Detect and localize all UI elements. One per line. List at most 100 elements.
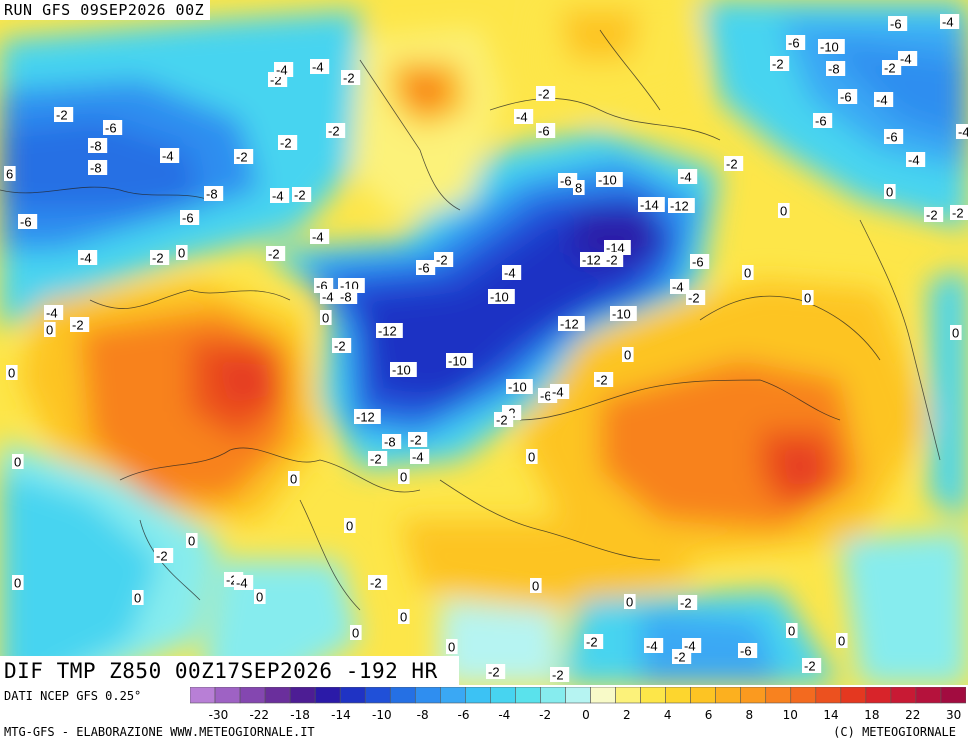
contour-label-bg: [234, 575, 254, 590]
contour-label: -6: [886, 130, 898, 145]
legend-swatch: [314, 687, 341, 704]
contour-label-bg: [678, 169, 698, 184]
contour-label: 0: [448, 640, 455, 655]
footer: DATI NCEP GFS 0.25° -30 -22 -18 -14 -10 -8 -6-…: [0, 685, 968, 745]
contour-label-bg: [742, 265, 754, 280]
legend-swatch: [515, 687, 541, 704]
contour-label-bg: [338, 289, 358, 304]
map-title: DIF TMP Z850 00Z17SEP2026 -192 HR: [0, 656, 459, 686]
contour-label: -2: [72, 318, 84, 333]
contour-label-bg: [12, 575, 24, 590]
contour-label: 0: [14, 455, 21, 470]
contour-label-bg: [88, 160, 108, 175]
contour-label-bg: [310, 59, 330, 74]
contour-label: 0: [400, 470, 407, 485]
legend-swatch: [364, 687, 391, 704]
legend-tick-label: -4: [498, 708, 510, 722]
contour-label: -4: [672, 280, 684, 295]
contour-label: -6: [740, 644, 752, 659]
contour-label: 0: [14, 576, 21, 591]
contour-label-bg: [502, 265, 522, 280]
contour-label-bg: [882, 60, 902, 75]
contour-label: -10: [448, 354, 467, 369]
contour-label: -4: [276, 63, 288, 78]
contour-label: -2: [538, 87, 550, 102]
contour-label: -6: [20, 215, 32, 230]
legend-tick-label: -30: [209, 708, 229, 722]
contour-label: -6: [182, 211, 194, 226]
contour-label: -14: [640, 198, 659, 213]
legend-swatch: [214, 687, 241, 704]
contour-label-bg: [6, 365, 18, 380]
contour-label-bg: [888, 16, 908, 31]
legend-swatch: [715, 687, 742, 704]
legend-tick-label: 4: [664, 708, 672, 722]
contour-label: -6: [316, 279, 328, 294]
contour-label-bg: [486, 664, 506, 679]
contour-label: -2: [488, 665, 500, 680]
contour-label-bg: [103, 120, 123, 135]
legend-tick-label: 14: [823, 708, 838, 722]
contour-label-bg: [382, 434, 402, 449]
contour-label: 0: [744, 266, 751, 281]
legend-swatch: [740, 687, 767, 704]
contour-label-bg: [558, 316, 585, 331]
contour-label-bg: [950, 205, 968, 220]
contour-label: 0: [624, 348, 631, 363]
contour-label: -2: [410, 433, 422, 448]
contour-label: -4: [80, 251, 92, 266]
contour-label: -4: [236, 576, 248, 591]
contour-label-bg: [818, 39, 845, 54]
contour-label: -4: [552, 385, 564, 400]
contour-label-bg: [526, 449, 538, 464]
contour-label: 0: [532, 579, 539, 594]
contour-label: -4: [322, 290, 334, 305]
legend-tick-label: 18: [864, 708, 879, 722]
contour-label-bg: [644, 638, 664, 653]
contour-label: -2: [952, 206, 964, 221]
legend-swatch: [440, 687, 466, 704]
contour-label: -2: [268, 247, 280, 262]
contour-label: -2: [156, 549, 168, 564]
contour-label-bg: [596, 172, 623, 187]
contour-label: -8: [206, 187, 218, 202]
contour-label: -2: [496, 413, 508, 428]
legend-tick-label: -10: [372, 708, 392, 722]
contour-label-bg: [558, 173, 578, 188]
contour-label: 0: [838, 634, 845, 649]
contour-label-bg: [54, 107, 74, 122]
contour-label: 0: [8, 366, 15, 381]
legend-swatch: [565, 687, 591, 704]
legend-swatch: [790, 687, 817, 704]
contour-label: 0: [886, 185, 893, 200]
contour-label-bg: [594, 372, 614, 387]
contour-label: -2: [270, 73, 282, 88]
contour-label: 8: [575, 181, 582, 196]
contour-label: -2: [688, 291, 700, 306]
contour-label-bg: [278, 135, 298, 150]
run-label: RUN GFS 09SEP2026 00Z: [0, 0, 211, 20]
contour-label: -14: [606, 241, 625, 256]
contour-label: -2: [680, 596, 692, 611]
contour-label: -8: [828, 62, 840, 77]
contour-label: -6: [815, 114, 827, 129]
contour-label: 6: [6, 167, 13, 182]
contour-label-bg: [488, 289, 515, 304]
contour-label-bg: [354, 409, 381, 424]
contour-label-bg: [44, 305, 64, 320]
contour-label-bg: [332, 338, 352, 353]
contour-label-bg: [326, 123, 346, 138]
contour-label-bg: [186, 533, 198, 548]
legend-swatch: [615, 687, 641, 704]
contour-label: -4: [942, 15, 954, 30]
contour-label: -12: [670, 199, 689, 214]
contour-label-bg: [292, 187, 312, 202]
contour-label-bg: [266, 246, 286, 261]
contour-label-bg: [150, 250, 170, 265]
legend-swatch: [840, 687, 867, 704]
contour-label: -4: [46, 306, 58, 321]
contour-label: -2: [56, 108, 68, 123]
contour-label-bg: [368, 575, 388, 590]
contour-label: -4: [876, 93, 888, 108]
